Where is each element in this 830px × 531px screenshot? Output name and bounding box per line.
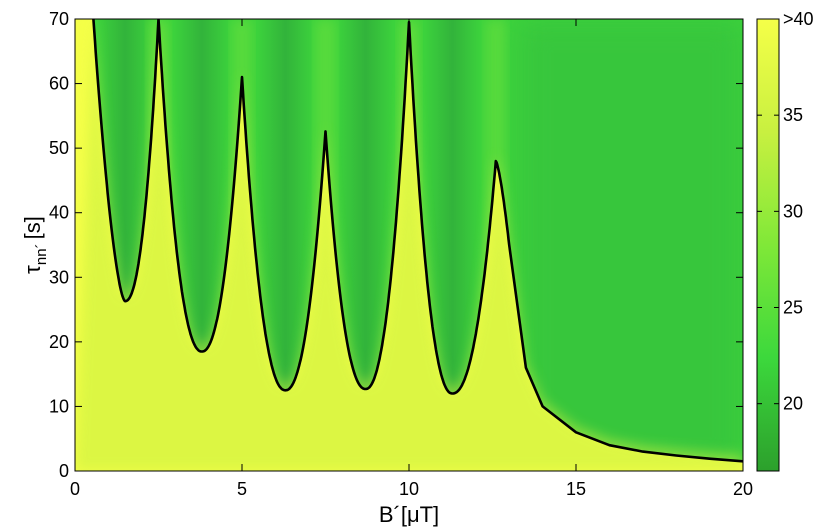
y-axis: 0 10 20 30 40 50 60 70 — [49, 9, 743, 481]
heatmap-transition-glow — [75, 19, 743, 471]
colorbar-tick-label: >40 — [783, 9, 814, 29]
x-tick-label: 15 — [566, 479, 586, 499]
colorbar: 20 25 30 35 >40 — [756, 9, 814, 472]
y-axis-label-unit: [s] — [20, 216, 45, 239]
heatmap-dark-right-region — [520, 19, 743, 471]
y-tick-label: 20 — [49, 332, 69, 352]
svg-text:τnn´[s]: τnn´ [s] — [20, 216, 50, 274]
contour-line — [92, 19, 743, 463]
y-axis-label-sub: nn´ — [33, 243, 50, 265]
colorbar-tick-label: 30 — [783, 201, 803, 221]
y-tick-label: 30 — [49, 267, 69, 287]
y-axis-label: τnn´ [s] — [20, 216, 50, 274]
y-tick-label: 10 — [49, 396, 69, 416]
x-axis: 0 5 10 15 20 — [70, 19, 753, 499]
plot-area — [75, 19, 743, 471]
colorbar-tick-label: 25 — [783, 298, 803, 318]
y-tick-label: 40 — [49, 203, 69, 223]
x-axis-label: B´[μT] — [379, 502, 439, 527]
colorbar-tick-label: 35 — [783, 105, 803, 125]
x-tick-label: 10 — [399, 479, 419, 499]
x-tick-label: 0 — [70, 479, 80, 499]
colorbar-ticks: 20 25 30 35 >40 — [757, 9, 814, 414]
y-tick-label: 70 — [49, 9, 69, 29]
colorbar-tick-label: 20 — [783, 394, 803, 414]
y-tick-label: 0 — [59, 461, 69, 481]
y-axis-label-main: τ — [20, 265, 45, 274]
x-tick-label: 5 — [237, 479, 247, 499]
y-tick-label: 50 — [49, 138, 69, 158]
colorbar-gradient — [756, 18, 780, 472]
x-tick-label: 20 — [733, 479, 753, 499]
y-tick-label: 60 — [49, 74, 69, 94]
